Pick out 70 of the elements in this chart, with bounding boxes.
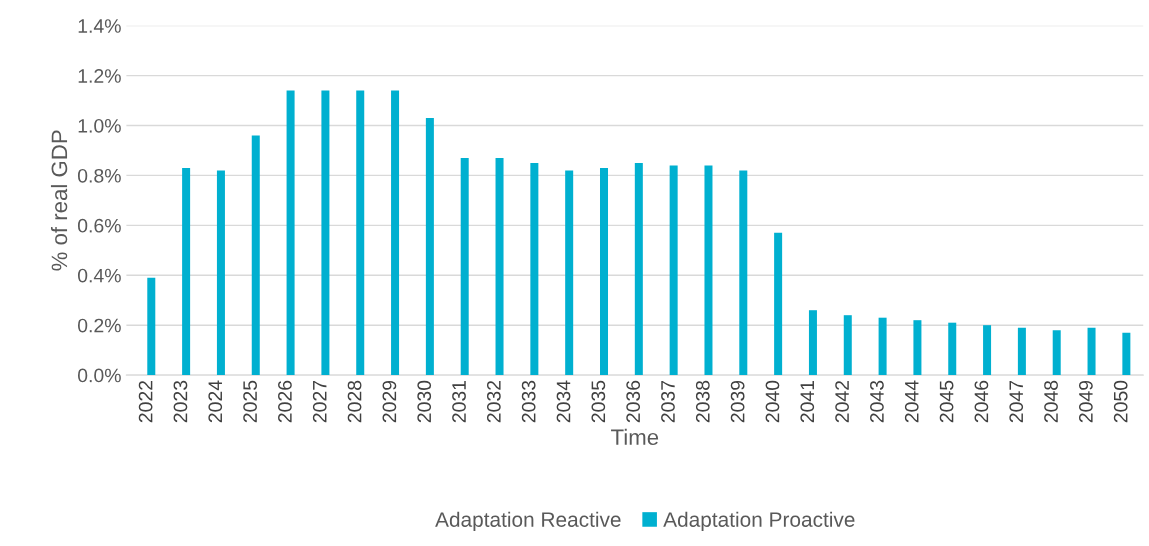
x-tick-label: 2034 (556, 380, 571, 423)
text: Adaptation Reactive (435, 511, 621, 532)
bar (634, 162, 643, 376)
x-tick-label: 2049 (1078, 380, 1093, 423)
x-tick-label: 2043 (870, 380, 884, 423)
bar (391, 90, 400, 376)
bar (530, 162, 539, 376)
x-tick-label: 2040 (765, 380, 780, 423)
x-tick-label: 2039 (730, 380, 745, 423)
x-tick-label: 2036 (626, 380, 641, 423)
bar (878, 317, 887, 376)
x-tick-label: 2037 (661, 380, 675, 423)
x-tick-label: 2044 (904, 380, 919, 423)
x-tick-label: 2042 (835, 380, 849, 423)
y-axis-title: % of real GDP (50, 130, 68, 271)
x-tick-label: 2030 (417, 380, 432, 423)
x-tick-label: 2025 (243, 380, 257, 423)
y-tick-label: 1.2% (78, 69, 121, 83)
bar (182, 167, 191, 376)
bar (948, 322, 957, 376)
x-tick-label: 2026 (278, 380, 292, 423)
y-tick-label: 1.4% (78, 19, 121, 33)
bar (147, 277, 156, 376)
x-tick-label: 2048 (1044, 380, 1058, 423)
bar (356, 90, 365, 376)
bar (321, 90, 330, 376)
bar (1087, 327, 1096, 376)
y-tick-label: 0.4% (77, 268, 121, 283)
x-tick-label: 2041 (800, 380, 815, 423)
x-tick-label: 2031 (452, 380, 466, 423)
x-tick-label: 2046 (974, 380, 989, 423)
bar (495, 157, 504, 376)
x-tick-label: 2027 (312, 380, 327, 423)
x-tick-label: 2032 (486, 380, 501, 423)
bar (774, 232, 783, 376)
bar (669, 165, 678, 376)
x-tick-label: 2028 (347, 380, 362, 423)
bar (600, 167, 609, 376)
bar (704, 165, 713, 376)
x-axis-title: Time (611, 428, 659, 446)
x-tick-label: 2050 (1113, 380, 1128, 423)
bar (983, 325, 992, 376)
y-tick-label: 0.6% (77, 218, 121, 233)
bar (808, 310, 817, 376)
bar (843, 315, 852, 376)
y-tick-label: 0.8% (77, 168, 121, 183)
x-tick-label: 2023 (173, 380, 188, 423)
bar (460, 157, 469, 376)
bar (216, 170, 225, 376)
x-tick-label: 2047 (1009, 380, 1024, 423)
bar (913, 320, 922, 376)
x-tick-label: 2038 (695, 380, 710, 423)
legend-label: Adaptation Proactive (663, 511, 855, 532)
x-tick-label: 2024 (208, 380, 223, 423)
x-tick-label: 2029 (382, 380, 397, 423)
bar (1017, 327, 1026, 376)
bar (565, 170, 574, 376)
bar (1122, 332, 1131, 376)
bar (286, 90, 295, 376)
x-tick-label: 2022 (138, 380, 153, 423)
bar (251, 135, 260, 376)
bar (739, 170, 748, 376)
bar (425, 118, 434, 376)
bar (1052, 330, 1061, 376)
x-tick-label: 2035 (591, 380, 606, 423)
y-tick-label: 0.2% (77, 318, 121, 333)
y-tick-label: 1.0% (78, 118, 121, 133)
x-tick-label: 2033 (521, 380, 536, 423)
x-tick-label: 2045 (939, 380, 954, 423)
y-tick-label: 0.0% (77, 368, 121, 383)
